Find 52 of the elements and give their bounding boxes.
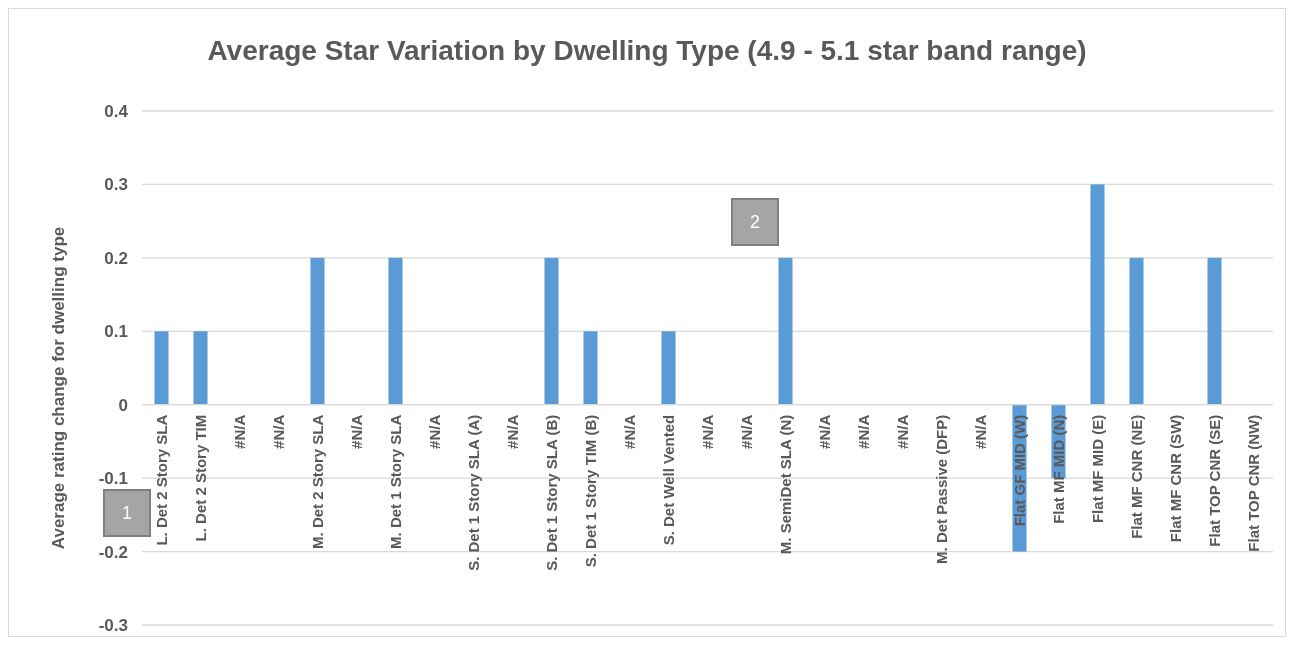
- x-tick-label: #N/A: [737, 414, 755, 449]
- x-tick-label: #N/A: [893, 414, 911, 449]
- x-tick-label: Flat MF MID (E): [1088, 414, 1106, 524]
- x-tick-label: #N/A: [269, 414, 287, 449]
- y-tick-label: 0: [118, 395, 128, 415]
- x-tick-label: #N/A: [854, 414, 872, 449]
- x-tick-label: #N/A: [698, 414, 716, 449]
- x-tick-label: S. Det 1 Story SLA (B): [542, 414, 560, 571]
- x-tick-label: #N/A: [425, 414, 443, 449]
- bar: [154, 331, 169, 405]
- bar: [388, 257, 403, 405]
- x-tick-label: Flat MF CNR (SW): [1166, 414, 1184, 543]
- x-tick-label: Flat TOP CNR (SE): [1205, 414, 1223, 547]
- bar: [661, 331, 676, 405]
- bar: [1207, 257, 1222, 405]
- y-tick-label: 0.4: [104, 101, 129, 121]
- x-tick-label: L. Det 2 Story SLA: [152, 414, 170, 546]
- x-tick-label: Flat TOP CNR (NW): [1244, 414, 1262, 552]
- x-tick-label: L. Det 2 Story TIM: [191, 414, 209, 542]
- x-tick-label: #N/A: [815, 414, 833, 449]
- y-axis-title: Average rating change for dwelling type: [49, 226, 68, 550]
- x-tick-label: M. Det Passive (DFP): [932, 414, 950, 564]
- x-tick-label: Flat GF MID (W): [1010, 414, 1028, 527]
- x-tick-label: #N/A: [503, 414, 521, 449]
- y-tick-label: 0.2: [104, 248, 128, 268]
- x-tick-label: #N/A: [620, 414, 638, 449]
- bar: [583, 331, 598, 405]
- x-tick-label: S. Det 1 Story SLA (A): [464, 414, 482, 571]
- text: 1: [121, 503, 133, 524]
- x-tick-label: #N/A: [347, 414, 365, 449]
- x-tick-label: M. Det 1 Story SLA: [386, 414, 404, 549]
- bar: [1090, 184, 1105, 405]
- x-tick-label: S. Det 1 Story TIM (B): [581, 414, 599, 568]
- chart-title: Average Star Variation by Dwelling Type (4.9 - 5.1 star band range): [207, 35, 1087, 66]
- bar: [310, 257, 325, 405]
- x-tick-label: S. Det Well Vented: [659, 414, 677, 546]
- x-tick-label: #N/A: [971, 414, 989, 449]
- y-tick-label: -0.1: [98, 469, 128, 489]
- y-tick-label: 0.1: [104, 322, 128, 342]
- y-tick-label: 0.3: [104, 175, 128, 195]
- annotation: 2: [749, 212, 761, 233]
- x-tick-label: Flat MF MID (N): [1049, 414, 1067, 524]
- x-tick-label: Flat MF CNR (NE): [1127, 414, 1145, 539]
- x-tick-label: M. Det 2 Story SLA: [308, 414, 326, 549]
- bar: [193, 331, 208, 405]
- y-tick-label: -0.2: [98, 542, 128, 562]
- x-tick-label: M. SemiDet SLA (N): [776, 414, 794, 555]
- x-tick-label: #N/A: [230, 414, 248, 449]
- bar: [1129, 257, 1144, 405]
- y-tick-label: -0.3: [98, 615, 128, 635]
- bar: [544, 257, 559, 405]
- bar: [778, 257, 793, 405]
